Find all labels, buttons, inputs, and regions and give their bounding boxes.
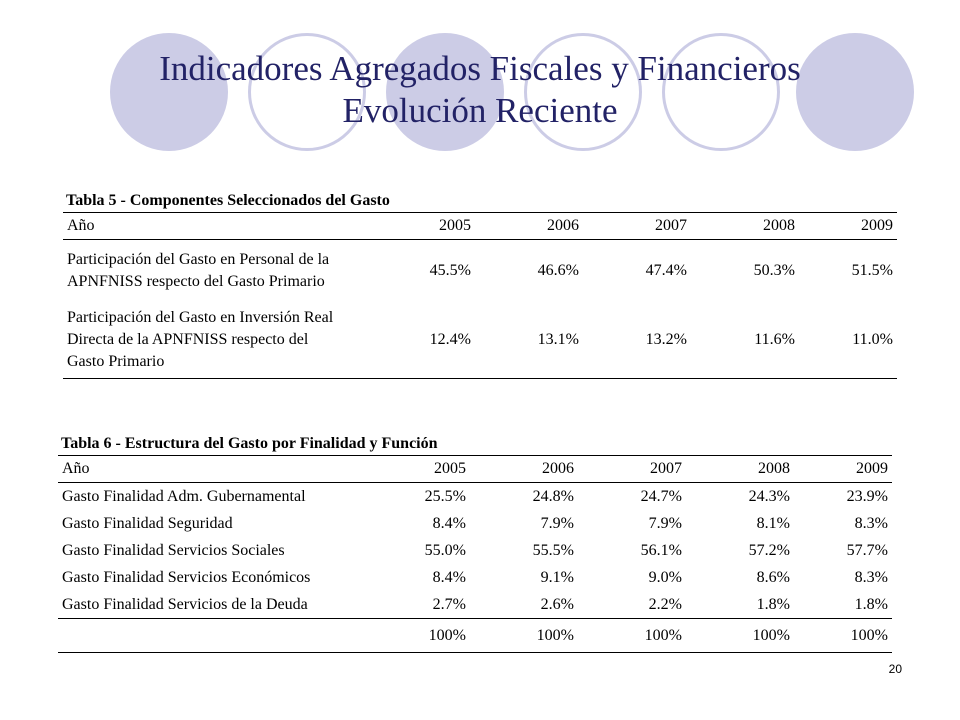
table-row: Gasto Finalidad Servicios Económicos 8.4… — [58, 564, 892, 591]
cell-value: 1.8% — [854, 595, 888, 613]
table5-year: 2005 — [385, 212, 475, 240]
cell-value: 55.5% — [532, 541, 574, 559]
row-label: Participación del Gasto en Personal de l… — [63, 240, 385, 303]
decorative-circles — [0, 0, 960, 170]
cell-value: 8.3% — [854, 568, 888, 586]
table-componentes-gasto: Tabla 5 - Componentes Seleccionados del … — [63, 190, 897, 379]
cell-value: 7.9% — [648, 514, 682, 532]
table6-header-row: Año 2005 2006 2007 2008 2009 — [58, 455, 892, 483]
cell-value: 8.4% — [432, 514, 466, 532]
cell-value: 13.2% — [583, 302, 691, 379]
cell-value: 57.2% — [748, 541, 790, 559]
cell-value: 12.4% — [385, 302, 475, 379]
total-value: 100% — [470, 618, 578, 653]
cell-value: 8.3% — [854, 514, 888, 532]
page-number: 20 — [888, 662, 902, 676]
cell-value: 23.9% — [846, 487, 888, 505]
decorative-circle — [110, 33, 228, 151]
cell-value: 2.7% — [432, 595, 466, 613]
total-value: 100% — [794, 618, 892, 653]
table-row: Participación del Gasto en Personal de l… — [63, 240, 897, 303]
cell-value: 24.7% — [640, 487, 682, 505]
row-label: Gasto Finalidad Seguridad — [62, 514, 233, 532]
cell-value: 24.3% — [748, 487, 790, 505]
decorative-circle — [386, 33, 504, 151]
cell-value: 13.1% — [475, 302, 583, 379]
cell-value: 45.5% — [429, 262, 471, 279]
cell-value: 2.2% — [648, 595, 682, 613]
table-row: Gasto Finalidad Servicios Sociales 55.0%… — [58, 537, 892, 564]
cell-value: 57.7% — [846, 541, 888, 559]
row-label-line: Participación del Gasto en Inversión Rea… — [67, 309, 334, 326]
total-value: 100% — [578, 618, 686, 653]
cell-value: 47.4% — [645, 262, 687, 279]
decorative-circle — [796, 33, 914, 151]
table6-caption: Tabla 6 - Estructura del Gasto por Final… — [58, 433, 892, 456]
cell-value: 9.0% — [648, 568, 682, 586]
table-estructura-gasto: Tabla 6 - Estructura del Gasto por Final… — [58, 433, 892, 653]
table6-year: 2005 — [380, 455, 470, 483]
slide-title-line1: Indicadores Agregados Fiscales y Financi… — [159, 49, 801, 88]
row-label: Gasto Finalidad Servicios Sociales — [62, 541, 285, 559]
cell-value: 46.6% — [537, 262, 579, 279]
table-row: Gasto Finalidad Servicios de la Deuda 2.… — [58, 591, 892, 619]
cell-value: 2.6% — [540, 595, 574, 613]
cell-value: 11.0% — [799, 302, 897, 379]
row-label-line: Directa de la APNFNISS respecto del — [67, 331, 309, 348]
decorative-circle — [248, 33, 366, 151]
row-label: Gasto Finalidad Servicios Económicos — [62, 568, 311, 586]
table-row: Participación del Gasto en Inversión Rea… — [63, 302, 897, 379]
table6-year: 2007 — [578, 455, 686, 483]
table-total-row: 100% 100% 100% 100% 100% — [58, 618, 892, 653]
table5-caption: Tabla 5 - Componentes Seleccionados del … — [63, 190, 897, 213]
table6-year: 2009 — [794, 455, 892, 483]
table5-year: 2006 — [475, 212, 583, 240]
cell-value: 56.1% — [640, 541, 682, 559]
table5-header-row: Año 2005 2006 2007 2008 2009 — [63, 212, 897, 240]
row-label: Participación del Gasto en Inversión Rea… — [63, 302, 385, 379]
decorative-circle — [524, 33, 642, 151]
cell-value: 24.8% — [532, 487, 574, 505]
slide-title: Indicadores Agregados Fiscales y Financi… — [0, 48, 960, 132]
table5-year-label: Año — [63, 212, 385, 240]
table-row: Gasto Finalidad Seguridad 8.4% 7.9% 7.9%… — [58, 510, 892, 537]
cell-value: 8.1% — [756, 514, 790, 532]
cell-value: 7.9% — [540, 514, 574, 532]
row-label-line: Participación del Gasto en Personal de l… — [67, 251, 330, 268]
table5-year: 2007 — [583, 212, 691, 240]
row-label-line: APNFNISS respecto del Gasto Primario — [67, 273, 325, 290]
row-label: Gasto Finalidad Adm. Gubernamental — [62, 487, 306, 505]
table6-year: 2006 — [470, 455, 578, 483]
table-row: Gasto Finalidad Adm. Gubernamental 25.5%… — [58, 483, 892, 511]
row-label: Gasto Finalidad Servicios de la Deuda — [62, 595, 308, 613]
cell-value: 8.4% — [432, 568, 466, 586]
cell-value: 50.3% — [753, 262, 795, 279]
cell-value: 1.8% — [756, 595, 790, 613]
cell-value: 55.0% — [424, 541, 466, 559]
table5-year: 2009 — [799, 212, 897, 240]
cell-value: 8.6% — [756, 568, 790, 586]
cell-value: 11.6% — [691, 302, 799, 379]
slide-title-line2: Evolución Reciente — [342, 91, 618, 130]
table6-year: 2008 — [686, 455, 794, 483]
cell-value: 9.1% — [540, 568, 574, 586]
row-label-line: Gasto Primario — [67, 353, 165, 370]
table6-year-label: Año — [58, 455, 380, 483]
table5-year: 2008 — [691, 212, 799, 240]
cell-value: 51.5% — [851, 262, 893, 279]
total-label-empty — [58, 618, 380, 653]
total-value: 100% — [380, 618, 470, 653]
cell-value: 25.5% — [424, 487, 466, 505]
total-value: 100% — [686, 618, 794, 653]
decorative-circle — [662, 33, 780, 151]
